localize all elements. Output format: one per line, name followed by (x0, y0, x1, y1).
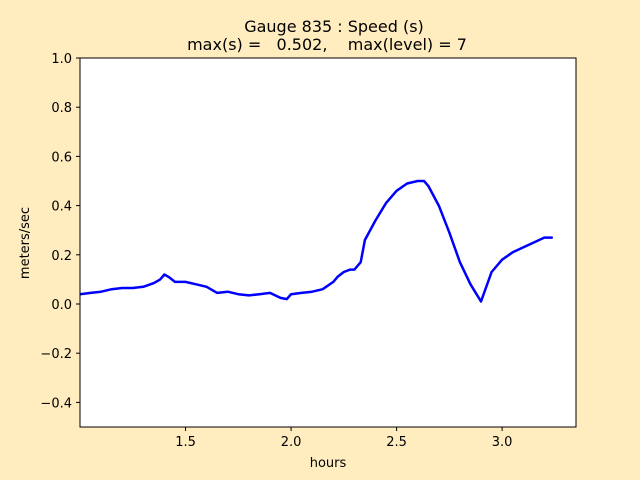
x-tick-label: 3.0 (492, 435, 513, 450)
y-tick-label: −0.2 (40, 347, 72, 362)
x-tick-label: 1.5 (175, 435, 196, 450)
series-layer (79, 179, 553, 303)
y-tick-label: −0.4 (40, 396, 72, 411)
y-tick-label: 0.0 (51, 298, 72, 313)
y-tick-label: 0.8 (51, 101, 72, 116)
y-axis-label: meters/sec (18, 207, 33, 279)
x-tick-label: 2.0 (281, 435, 302, 450)
plot-area (80, 58, 576, 427)
x-axis-label: hours (310, 456, 347, 471)
chart-subtitle: max(s) = 0.502, max(level) = 7 (187, 35, 467, 54)
y-axis-ticks: −0.4 −0.2 0.0 0.2 0.4 0.6 0.8 1.0 (40, 52, 80, 411)
plot-frame (79, 57, 577, 428)
y-tick-label: 0.2 (51, 249, 72, 264)
y-tick-label: 1.0 (51, 52, 72, 67)
chart-title: Gauge 835 : Speed (s) (244, 17, 424, 36)
y-tick-label: 0.6 (51, 150, 72, 165)
y-tick-label: 0.4 (51, 200, 72, 215)
series-line-0 (79, 179, 553, 303)
x-tick-label: 2.5 (386, 435, 407, 450)
x-axis-ticks: 1.5 2.0 2.5 3.0 (175, 427, 512, 450)
